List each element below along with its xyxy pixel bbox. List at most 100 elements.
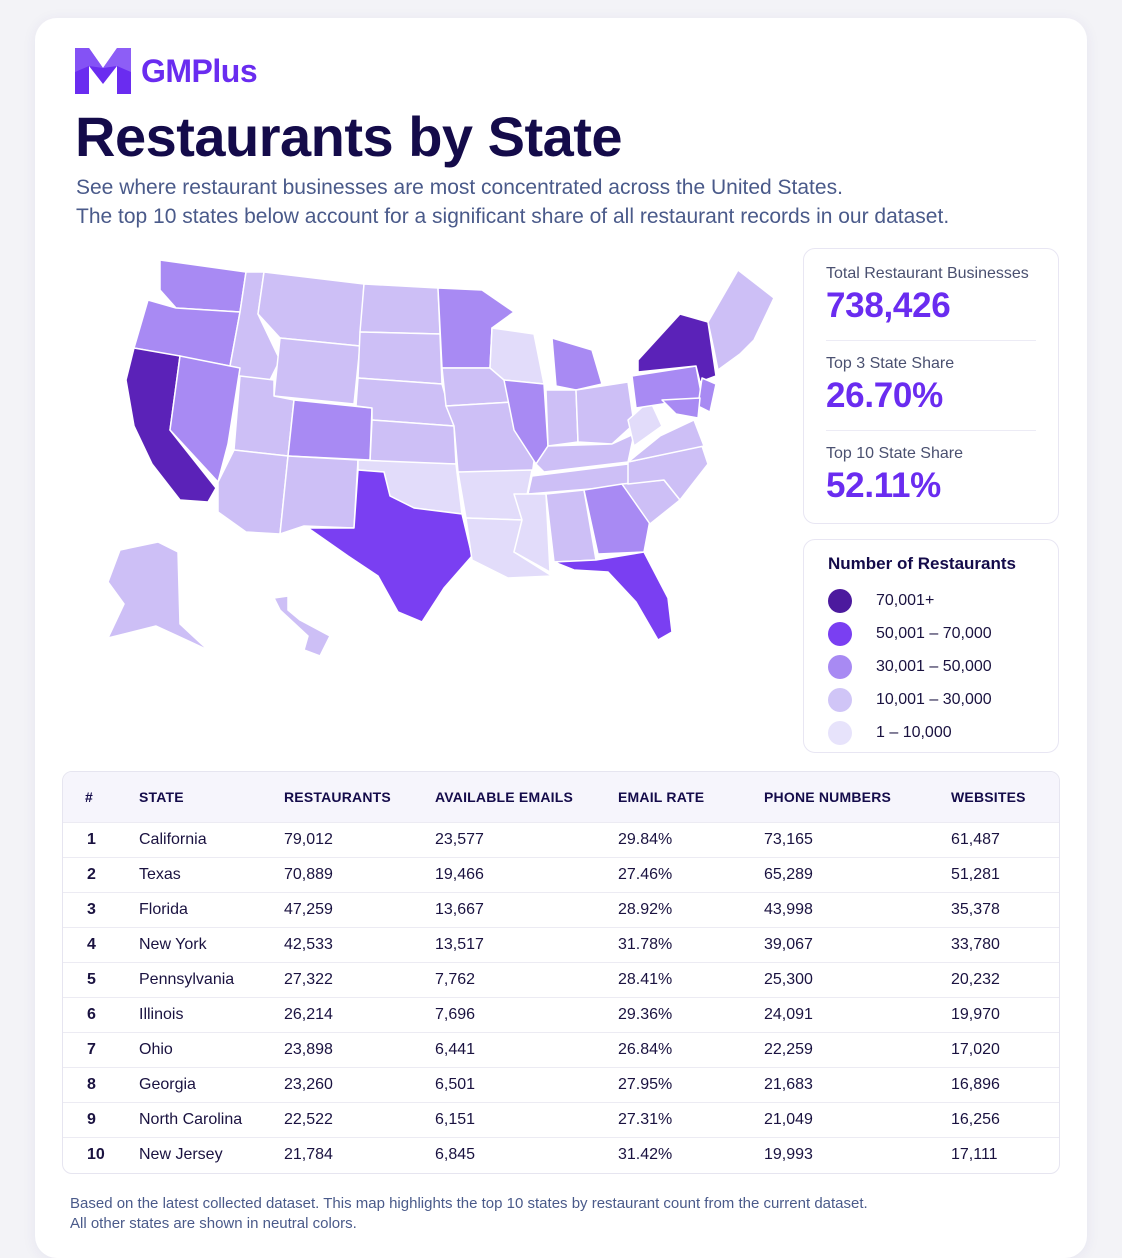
table-row: 4 New York 42,533 13,517 31.78% 39,067 33,780 bbox=[63, 927, 1059, 962]
cell-state: Texas bbox=[139, 865, 181, 883]
cell-available-emails: 6,151 bbox=[435, 1110, 476, 1128]
cell-websites: 17,020 bbox=[951, 1040, 1000, 1058]
cell-websites: 35,378 bbox=[951, 900, 1000, 918]
state-montana bbox=[257, 271, 365, 347]
footnote-line-2: All other states are shown in neutral co… bbox=[70, 1215, 357, 1232]
cell-available-emails: 6,845 bbox=[435, 1145, 476, 1163]
legend-label: 30,001 – 50,000 bbox=[876, 657, 992, 675]
legend-swatch bbox=[828, 654, 852, 679]
cell-state: New York bbox=[139, 935, 207, 953]
cell-state: California bbox=[139, 830, 207, 848]
cell-restaurants: 79,012 bbox=[284, 830, 333, 848]
cell-available-emails: 6,441 bbox=[435, 1040, 476, 1058]
brand-logo: GMPlus bbox=[75, 48, 258, 94]
state-new-mexico bbox=[279, 455, 359, 535]
stat-value: 26.70% bbox=[826, 376, 943, 415]
cell-email-rate: 26.84% bbox=[618, 1040, 673, 1058]
legend-label: 70,001+ bbox=[876, 591, 935, 609]
table-row: 2 Texas 70,889 19,466 27.46% 65,289 51,281 bbox=[63, 857, 1059, 892]
state-michigan bbox=[551, 337, 603, 391]
cell-phone-numbers: 73,165 bbox=[764, 830, 813, 848]
column-header-available-emails: AVAILABLE EMAILS bbox=[435, 788, 574, 805]
brand-name: GMPlus bbox=[141, 52, 258, 89]
legend-title: Number of Restaurants bbox=[828, 554, 1016, 573]
state-colorado bbox=[287, 399, 373, 461]
state-mississippi bbox=[513, 493, 551, 573]
cell-email-rate: 29.36% bbox=[618, 1005, 673, 1023]
column-header-state: STATE bbox=[139, 788, 184, 805]
state-florida bbox=[553, 551, 673, 641]
cell-restaurants: 42,533 bbox=[284, 935, 333, 953]
cell-state: Florida bbox=[139, 900, 188, 918]
cell-phone-numbers: 21,049 bbox=[764, 1110, 813, 1128]
stat-label: Top 3 State Share bbox=[826, 355, 955, 372]
state-south-dakota bbox=[357, 331, 443, 385]
state-new-jersey bbox=[697, 377, 717, 413]
column-header-email-rate: EMAIL RATE bbox=[618, 788, 705, 805]
state-new-england bbox=[707, 269, 775, 371]
state-texas bbox=[307, 469, 473, 623]
cell-restaurants: 27,322 bbox=[284, 970, 333, 988]
table-row: 9 North Carolina 22,522 6,151 27.31% 21,049 16… bbox=[63, 1102, 1059, 1137]
us-map bbox=[107, 259, 775, 657]
legend-label: 50,001 – 70,000 bbox=[876, 624, 992, 642]
legend-item: 50,001 – 70,000 bbox=[828, 617, 1034, 650]
state-wyoming bbox=[273, 337, 361, 405]
stat-label: Total Restaurant Businesses bbox=[826, 265, 1029, 282]
footnote-line-1: Based on the latest collected dataset. T… bbox=[70, 1195, 868, 1212]
cell-websites: 16,256 bbox=[951, 1110, 1000, 1128]
cell-available-emails: 7,696 bbox=[435, 1005, 476, 1023]
cell-websites: 19,970 bbox=[951, 1005, 1000, 1023]
footnote: Based on the latest collected dataset. T… bbox=[70, 1194, 868, 1234]
cell-state: Georgia bbox=[139, 1075, 196, 1093]
state-indiana bbox=[545, 389, 579, 447]
cell-email-rate: 27.46% bbox=[618, 865, 673, 883]
state-new-york bbox=[637, 313, 717, 383]
cell-phone-numbers: 24,091 bbox=[764, 1005, 813, 1023]
table-row: 1 California 79,012 23,577 29.84% 73,165 61,48… bbox=[63, 822, 1059, 857]
cell-phone-numbers: 25,300 bbox=[764, 970, 813, 988]
cell-rank: 4 bbox=[87, 935, 96, 953]
cell-email-rate: 31.42% bbox=[618, 1145, 673, 1163]
cell-available-emails: 7,762 bbox=[435, 970, 476, 988]
cell-available-emails: 13,517 bbox=[435, 935, 484, 953]
cell-email-rate: 28.92% bbox=[618, 900, 673, 918]
cell-websites: 20,232 bbox=[951, 970, 1000, 988]
cell-websites: 51,281 bbox=[951, 865, 1000, 883]
cell-state: New Jersey bbox=[139, 1145, 223, 1163]
state-hawaii bbox=[273, 595, 331, 657]
table-row: 3 Florida 47,259 13,667 28.92% 43,998 35,378 bbox=[63, 892, 1059, 927]
cell-rank: 2 bbox=[87, 865, 96, 883]
cell-state: Ohio bbox=[139, 1040, 173, 1058]
cell-websites: 17,111 bbox=[951, 1145, 998, 1163]
subtitle-line-2: The top 10 states below account for a si… bbox=[76, 205, 950, 228]
table-row: 5 Pennsylvania 27,322 7,762 28.41% 25,300 20,2… bbox=[63, 962, 1059, 997]
column-header-websites: WEBSITES bbox=[951, 788, 1026, 805]
stat-value: 738,426 bbox=[826, 286, 951, 325]
cell-websites: 16,896 bbox=[951, 1075, 1000, 1093]
stat-top3: Top 3 State Share 26.70% bbox=[826, 355, 1036, 431]
cell-rank: 1 bbox=[87, 830, 96, 848]
legend-item: 10,001 – 30,000 bbox=[828, 683, 1034, 716]
state-kansas bbox=[369, 419, 457, 465]
legend-label: 1 – 10,000 bbox=[876, 723, 952, 741]
cell-state: Illinois bbox=[139, 1005, 184, 1023]
cell-rank: 3 bbox=[87, 900, 96, 918]
cell-restaurants: 26,214 bbox=[284, 1005, 333, 1023]
column-header-restaurants: RESTAURANTS bbox=[284, 788, 391, 805]
cell-websites: 33,780 bbox=[951, 935, 1000, 953]
column-header-rank: # bbox=[85, 788, 93, 805]
cell-restaurants: 21,784 bbox=[284, 1145, 333, 1163]
cell-state: Pennsylvania bbox=[139, 970, 235, 988]
state-alaska bbox=[107, 541, 209, 651]
legend-label: 10,001 – 30,000 bbox=[876, 690, 992, 708]
cell-email-rate: 28.41% bbox=[618, 970, 673, 988]
cell-restaurants: 23,260 bbox=[284, 1075, 333, 1093]
state-maryland bbox=[661, 397, 701, 419]
cell-available-emails: 13,667 bbox=[435, 900, 484, 918]
stats-panel: Total Restaurant Businesses 738,426 Top … bbox=[803, 248, 1059, 524]
stat-total: Total Restaurant Businesses 738,426 bbox=[826, 265, 1036, 341]
state-washington bbox=[159, 259, 247, 313]
table-header-row: # STATE RESTAURANTS AVAILABLE EMAILS EMA… bbox=[63, 772, 1059, 822]
cell-phone-numbers: 19,993 bbox=[764, 1145, 813, 1163]
